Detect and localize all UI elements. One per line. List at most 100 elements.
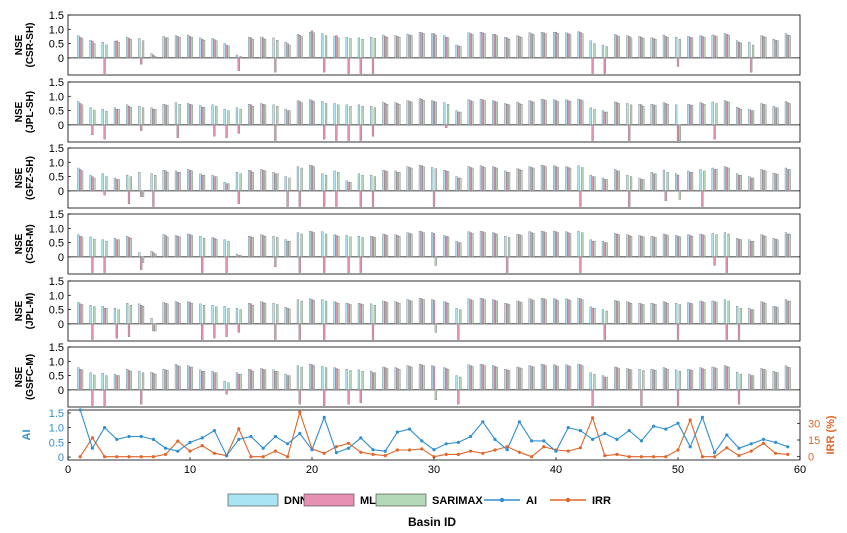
bar-dnn [248, 104, 251, 126]
ai-point [566, 426, 570, 430]
irr-point [639, 455, 644, 459]
bar-mlr [518, 103, 521, 126]
bar-dnn [126, 104, 129, 126]
bar-mlr [713, 35, 716, 59]
bar-dnn [174, 363, 178, 391]
bar-sarimax [337, 369, 340, 391]
bar-sarimax [300, 366, 303, 391]
bar-mlr [213, 39, 216, 59]
bar-dnn [492, 365, 495, 391]
bar-dnn [699, 300, 702, 325]
panel-ylabel-line: (JPL-M) [25, 293, 36, 330]
bar-mlr [603, 323, 606, 340]
legend-marker-irr [565, 497, 571, 503]
bar-mlr [725, 167, 728, 192]
bar-sarimax [459, 111, 462, 126]
bar-dnn [89, 39, 92, 59]
ai-point [615, 437, 619, 441]
bar-mlr [91, 256, 94, 273]
bar-dnn [187, 103, 190, 126]
bar-sarimax [276, 173, 279, 192]
bar-dnn [150, 107, 153, 126]
bar-sarimax [617, 368, 620, 391]
irr-point [261, 455, 265, 459]
bar-dnn [223, 239, 226, 258]
bar-dnn [711, 300, 714, 325]
y-tick-label: 1.0 [49, 157, 64, 169]
bar-sarimax [678, 236, 681, 258]
bar-sarimax [568, 101, 572, 126]
bar-mlr [530, 232, 533, 258]
bar-mlr [298, 389, 301, 405]
ai-point [237, 437, 241, 441]
bar-sarimax [141, 305, 145, 325]
bar-sarimax [471, 233, 474, 258]
bar-mlr [176, 302, 179, 325]
bar-sarimax [141, 190, 145, 197]
ai-point [408, 427, 412, 431]
bar-sarimax [398, 303, 401, 325]
bar-dnn [553, 298, 556, 325]
bar-sarimax [373, 107, 376, 126]
bar-sarimax [312, 101, 315, 126]
bar-dnn [772, 305, 775, 325]
bar-sarimax [398, 236, 401, 258]
bar-dnn [431, 365, 434, 391]
bar-mlr [664, 368, 667, 391]
bar-dnn [284, 176, 287, 192]
bar-mlr [310, 231, 314, 258]
ai-point [725, 433, 729, 437]
bar-dnn [784, 33, 788, 59]
bar-sarimax [361, 39, 364, 59]
bar-sarimax [690, 236, 694, 258]
bar-dnn [687, 104, 690, 126]
irr-point [90, 436, 94, 440]
bar-sarimax [764, 303, 767, 325]
bar-sarimax [239, 309, 242, 325]
bar-mlr [274, 124, 277, 141]
bar-dnn [187, 34, 190, 59]
bar-mlr [786, 300, 789, 325]
bar-sarimax [471, 101, 474, 126]
bar-dnn [418, 98, 422, 126]
bar-sarimax [507, 370, 511, 391]
bar-sarimax [215, 306, 218, 325]
bar-mlr [262, 37, 265, 59]
irr-point [103, 455, 107, 459]
bar-mlr [103, 389, 106, 406]
ai-point [212, 429, 216, 433]
bar-dnn [589, 372, 592, 391]
bar-sarimax [324, 174, 328, 192]
bar-dnn [418, 297, 422, 325]
bar-sarimax [629, 176, 633, 192]
bar-dnn [723, 33, 727, 59]
bar-dnn [492, 34, 495, 59]
bar-mlr [640, 236, 643, 258]
panel-ylabel: NSE(JPL-SH) [14, 91, 36, 133]
bar-dnn [431, 232, 434, 258]
bar-mlr [493, 101, 497, 126]
bar-mlr [164, 170, 167, 192]
bar-sarimax [80, 38, 84, 59]
bar-sarimax [239, 255, 242, 258]
bar-dnn [540, 31, 544, 59]
bar-mlr [176, 365, 179, 391]
ai-tick-label: 1.0 [49, 423, 64, 435]
bar-dnn [760, 234, 763, 258]
bar-sarimax [629, 303, 633, 325]
bar-dnn [89, 372, 92, 391]
irr-point [273, 449, 277, 453]
bar-mlr [554, 231, 558, 258]
bar-mlr [457, 111, 460, 126]
bar-dnn [577, 230, 580, 258]
bar-dnn [211, 174, 214, 192]
ai-point [127, 434, 131, 439]
bar-mlr [481, 298, 484, 325]
bar-dnn [345, 37, 348, 59]
bar-dnn [174, 35, 178, 59]
bar-mlr [530, 366, 533, 391]
bar-dnn [101, 239, 104, 258]
irr-point [530, 455, 534, 459]
bar-sarimax [629, 236, 633, 258]
bar-dnn [443, 367, 446, 391]
